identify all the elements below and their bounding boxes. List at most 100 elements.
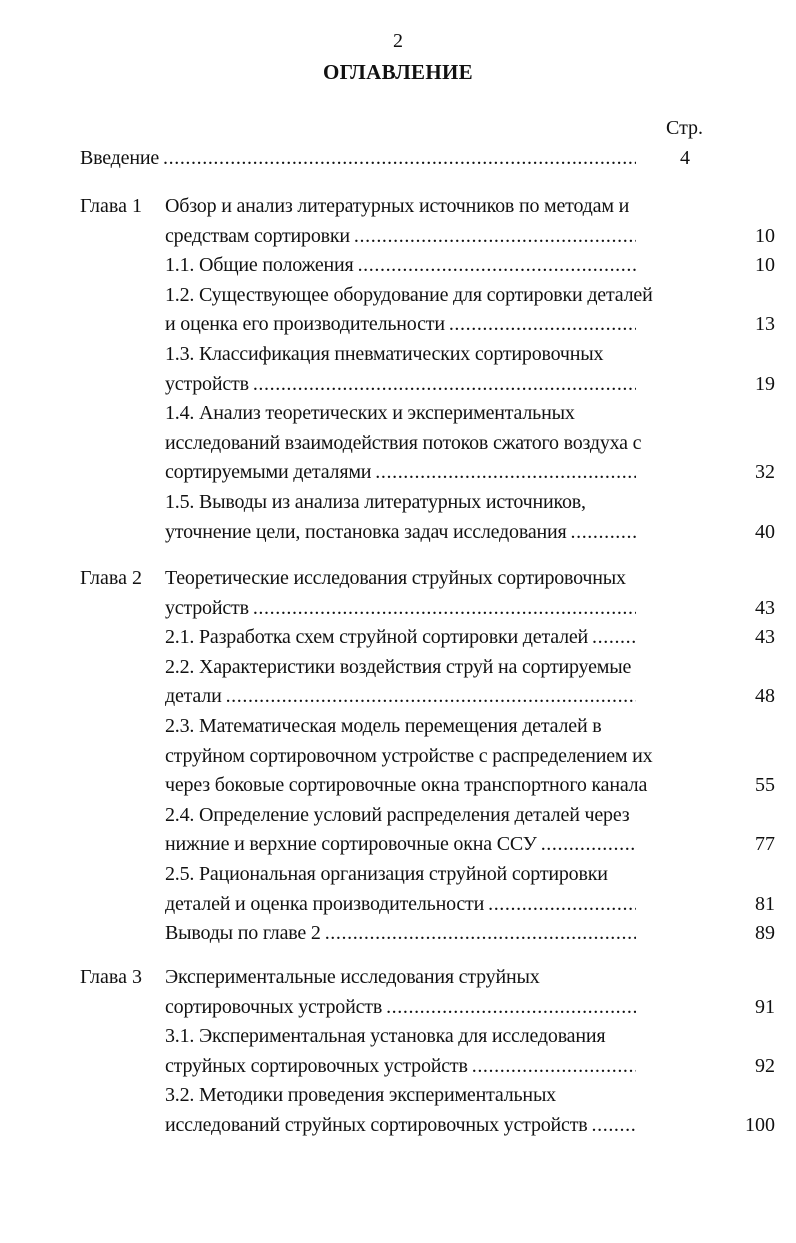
toc-entry-line[interactable]: Введение 4 <box>80 144 700 174</box>
toc-intro-body: Введение 4 <box>80 144 700 174</box>
toc-page-number: 100 <box>745 1113 775 1136</box>
toc-entry-text: через боковые сортировочные окна транспо… <box>165 774 648 797</box>
toc-entry-text: 1.5. Выводы из анализа литературных исто… <box>165 490 586 513</box>
toc-page-number: 10 <box>755 224 775 247</box>
toc-entry-line: Обзор и анализ литературных источников п… <box>165 192 700 222</box>
toc-entry-line[interactable]: нижние и верхние сортировочные окна ССУ 7… <box>165 830 775 860</box>
dot-leader <box>226 682 636 712</box>
dot-leader <box>488 890 636 920</box>
chapter-entries: Экспериментальные исследования струйных с… <box>165 963 775 1141</box>
toc-entry-text: Выводы по главе 2 <box>165 922 321 945</box>
toc-entry-text: 2.5. Рациональная организация струйной с… <box>165 862 608 885</box>
dot-leader <box>592 623 636 653</box>
toc-entry-line: 1.2. Существующее оборудование для сорти… <box>165 281 700 311</box>
toc-entry-line: 2.5. Рациональная организация струйной с… <box>165 860 700 890</box>
toc-entry-text: 3.2. Методики проведения экспериментальн… <box>165 1084 556 1107</box>
toc-entry-line[interactable]: детали 48 <box>165 682 775 712</box>
toc-page-number: 48 <box>755 685 775 708</box>
toc-entry-line: струйном сортировочном устройстве с расп… <box>165 742 700 772</box>
toc-page-number: 43 <box>755 596 775 619</box>
toc-entry-text: сортировочных устройств <box>165 995 383 1018</box>
toc-entry-text: 2.2. Характеристики воздействия струй на… <box>165 655 632 678</box>
dot-leader <box>358 251 636 281</box>
dot-leader <box>325 919 636 949</box>
toc-entry-line[interactable]: струйных сортировочных устройств 92 <box>165 1052 775 1082</box>
dot-leader <box>354 222 636 252</box>
dot-leader <box>541 830 636 860</box>
toc-entry-line[interactable]: уточнение цели, постановка задач исследо… <box>165 518 775 548</box>
toc-entry-text: уточнение цели, постановка задач исследо… <box>165 520 567 543</box>
toc-entry-text: детали <box>165 685 222 708</box>
dot-leader <box>386 993 636 1023</box>
toc-entry-line[interactable]: 1.1. Общие положения 10 <box>165 251 775 281</box>
toc-entry-line[interactable]: устройств 43 <box>165 594 775 624</box>
toc-entry-text: средствам сортировки <box>165 224 350 247</box>
toc-entry-text: 2.3. Математическая модель перемещения д… <box>165 714 602 737</box>
chapter-label: Глава 3 <box>80 966 142 988</box>
dot-leader <box>592 1111 636 1141</box>
toc-entry-text: деталей и оценка производительности <box>165 892 485 915</box>
toc-page-number: 81 <box>755 892 775 915</box>
toc-entry-line[interactable]: устройств 19 <box>165 370 775 400</box>
chapter-entries: Теоретические исследования струйных сорт… <box>165 564 775 949</box>
toc-entry-line[interactable]: 2.1. Разработка схем струйной сортировки… <box>165 623 775 653</box>
toc-entry-line: исследований взаимодействия потоков сжат… <box>165 429 700 459</box>
toc-page-number: 40 <box>755 520 775 543</box>
toc-entry-text: Экспериментальные исследования струйных <box>165 966 540 988</box>
dot-leader <box>571 518 637 548</box>
toc-page-number: 43 <box>755 626 775 649</box>
toc-entry-line[interactable]: сортируемыми деталями 32 <box>165 458 775 488</box>
toc-entry-line: 2.2. Характеристики воздействия струй на… <box>165 653 700 683</box>
toc-entry-text: струйных сортировочных устройств <box>165 1054 468 1077</box>
toc-page-number: 13 <box>755 313 775 336</box>
dot-leader <box>163 144 636 174</box>
chapter-entries: Обзор и анализ литературных источников п… <box>165 192 775 548</box>
chapter-label: Глава 2 <box>80 567 142 589</box>
toc-page-number: 55 <box>755 774 775 797</box>
page-number: 2 <box>393 30 403 52</box>
toc-entry-text: Обзор и анализ литературных источников п… <box>165 195 630 217</box>
toc-page-number: 10 <box>755 254 775 277</box>
toc-entry-text: Введение <box>80 147 160 169</box>
toc-entry-text: 3.1. Экспериментальная установка для исс… <box>165 1025 606 1048</box>
toc-entry-text: устройств <box>165 372 249 395</box>
dot-leader <box>472 1052 636 1082</box>
toc-entry-text: 2.4. Определение условий распределения д… <box>165 803 630 826</box>
toc-entry-line[interactable]: Выводы по главе 2 89 <box>165 919 775 949</box>
toc-entry-text: 1.1. Общие положения <box>165 254 354 277</box>
toc-entry-line[interactable]: через боковые сортировочные окна транспо… <box>165 771 775 801</box>
toc-entry-text: 1.4. Анализ теоретических и эксперимента… <box>165 402 575 425</box>
toc-entry-text: и оценка его производительности <box>165 313 445 336</box>
toc-entry-text: нижние и верхние сортировочные окна ССУ <box>165 833 537 856</box>
toc-entry-line[interactable]: исследований струйных сортировочных устр… <box>165 1111 775 1141</box>
toc-entry-text: струйном сортировочном устройстве с расп… <box>165 744 653 767</box>
toc-page-number: 4 <box>680 147 690 169</box>
toc-entry-line: Экспериментальные исследования струйных <box>165 963 700 993</box>
dot-leader <box>253 370 636 400</box>
page-title: ОГЛАВЛЕНИЕ <box>323 60 473 84</box>
toc-entry-line[interactable]: сортировочных устройств 91 <box>165 993 775 1023</box>
toc-entry-text: 1.2. Существующее оборудование для сорти… <box>165 283 653 306</box>
toc-entry-line: 1.4. Анализ теоретических и эксперимента… <box>165 399 700 429</box>
toc-entry-line[interactable]: средствам сортировки 10 <box>165 222 775 252</box>
toc-entry-text: Теоретические исследования струйных сорт… <box>165 567 626 589</box>
toc-page-number: 32 <box>755 461 775 484</box>
toc-entry-text: исследований струйных сортировочных устр… <box>165 1113 588 1136</box>
toc-entry-line: 2.3. Математическая модель перемещения д… <box>165 712 700 742</box>
dot-leader <box>375 458 636 488</box>
toc-page-number: 19 <box>755 372 775 395</box>
toc-entry-line[interactable]: деталей и оценка производительности 81 <box>165 890 775 920</box>
toc-entry-line: 3.2. Методики проведения экспериментальн… <box>165 1081 700 1111</box>
toc-page-number: 91 <box>755 995 775 1018</box>
toc-entry-text: сортируемыми деталями <box>165 461 372 484</box>
toc-entry-text: 1.3. Классификация пневматических сортир… <box>165 342 604 365</box>
toc-entry-line: 2.4. Определение условий распределения д… <box>165 801 700 831</box>
toc-entry-line: 1.3. Классификация пневматических сортир… <box>165 340 700 370</box>
dot-leader <box>449 310 636 340</box>
toc-entry-text: устройств <box>165 596 249 619</box>
toc-entry-line: 3.1. Экспериментальная установка для исс… <box>165 1022 700 1052</box>
toc-page-number: 92 <box>755 1054 775 1077</box>
dot-leader <box>253 594 636 624</box>
toc-entry-line[interactable]: и оценка его производительности 13 <box>165 310 775 340</box>
toc-entry-text: 2.1. Разработка схем струйной сортировки… <box>165 626 589 649</box>
